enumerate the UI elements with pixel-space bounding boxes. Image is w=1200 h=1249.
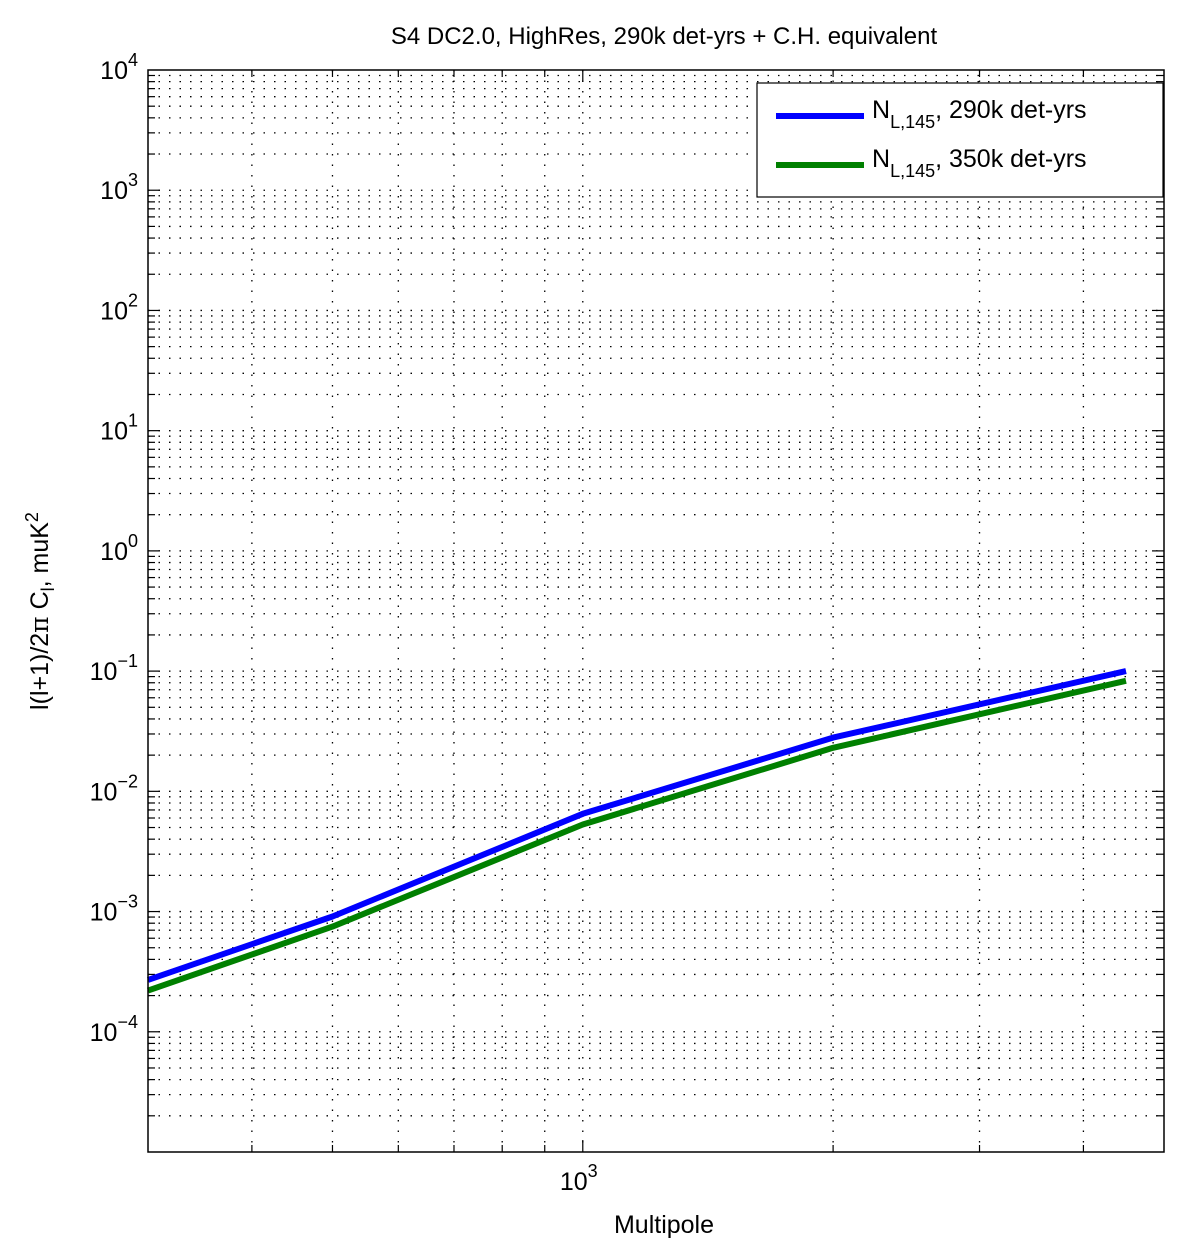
y-tick-label-2-exp: −2	[117, 771, 138, 791]
y-tick-label-6-exp: 2	[128, 290, 138, 310]
legend-label-series-1: NL,145, 350k det-yrs	[872, 145, 1087, 181]
legend-label-series-1-rest: , 350k det-yrs	[935, 145, 1086, 173]
y-tick-label-1-base: 10	[90, 899, 118, 927]
series-line-0	[147, 668, 1127, 983]
legend: NL,145, 290k det-yrs NL,145, 350k det-yr…	[756, 82, 1164, 198]
y-tick-label-5-exp: 1	[128, 411, 138, 431]
y-tick-label-0-exp: −4	[117, 1012, 138, 1032]
y-tick-label-3-exp: −1	[117, 651, 138, 671]
x-axis-label: Multipole	[614, 1211, 714, 1239]
legend-box	[756, 82, 1164, 198]
y-tick-label-6-base: 10	[100, 297, 128, 325]
y-tick-label-7-base: 10	[100, 177, 128, 205]
y-axis-label-mid: C	[26, 591, 54, 616]
y-tick-label-8-exp: 4	[128, 50, 138, 70]
y-tick-label-4-base: 10	[100, 538, 128, 566]
y-tick-label-5: 101	[100, 411, 138, 446]
x-tick-label-0-exp: 3	[588, 1161, 598, 1181]
x-tick-label-0-base: 10	[560, 1168, 588, 1196]
y-axis-label-pi: π	[25, 616, 54, 632]
grid	[148, 70, 1164, 1152]
legend-label-series-0-main: N	[872, 96, 890, 124]
y-tick-label-4: 100	[100, 531, 138, 566]
y-tick-label-0: 10−4	[90, 1012, 138, 1047]
y-axis-label-post: , muK	[26, 522, 54, 588]
series-lines	[147, 668, 1127, 994]
ticks	[148, 70, 1164, 1152]
y-tick-label-6: 102	[100, 290, 138, 325]
y-axis-label-sub: l	[38, 587, 58, 591]
y-tick-label-2-base: 10	[90, 778, 118, 806]
x-tick-labels: 103	[560, 1161, 598, 1196]
y-tick-label-1-exp: −3	[117, 892, 138, 912]
y-axis-label: l(l+1)/2π Cl, muK2	[22, 512, 58, 710]
y-tick-label-4-exp: 0	[128, 531, 138, 551]
series-line-1	[147, 677, 1127, 994]
plot-area-frame	[147, 69, 1165, 1153]
legend-label-series-1-main: N	[872, 145, 890, 173]
x-tick-label-0: 103	[560, 1161, 598, 1196]
y-tick-label-2: 10−2	[90, 771, 138, 806]
legend-label-series-1-sub: L,145	[890, 161, 935, 181]
legend-label-series-0-rest: , 290k det-yrs	[935, 96, 1086, 124]
y-tick-label-8: 104	[100, 50, 138, 85]
legend-label-series-0: NL,145, 290k det-yrs	[872, 96, 1087, 132]
y-tick-label-7-exp: 3	[128, 170, 138, 190]
y-tick-label-3-base: 10	[90, 658, 118, 686]
y-tick-label-8-base: 10	[100, 57, 128, 85]
y-axis-label-sup: 2	[22, 512, 42, 522]
legend-label-series-0-sub: L,145	[890, 112, 935, 132]
y-tick-label-3: 10−1	[90, 651, 138, 686]
y-tick-label-0-base: 10	[90, 1019, 118, 1047]
y-tick-label-7: 103	[100, 170, 138, 205]
y-tick-label-5-base: 10	[100, 418, 128, 446]
y-tick-label-1: 10−3	[90, 892, 138, 927]
y-axis-label-pre: l(l+1)/2	[26, 633, 54, 710]
chart-title: S4 DC2.0, HighRes, 290k det-yrs + C.H. e…	[391, 23, 938, 50]
